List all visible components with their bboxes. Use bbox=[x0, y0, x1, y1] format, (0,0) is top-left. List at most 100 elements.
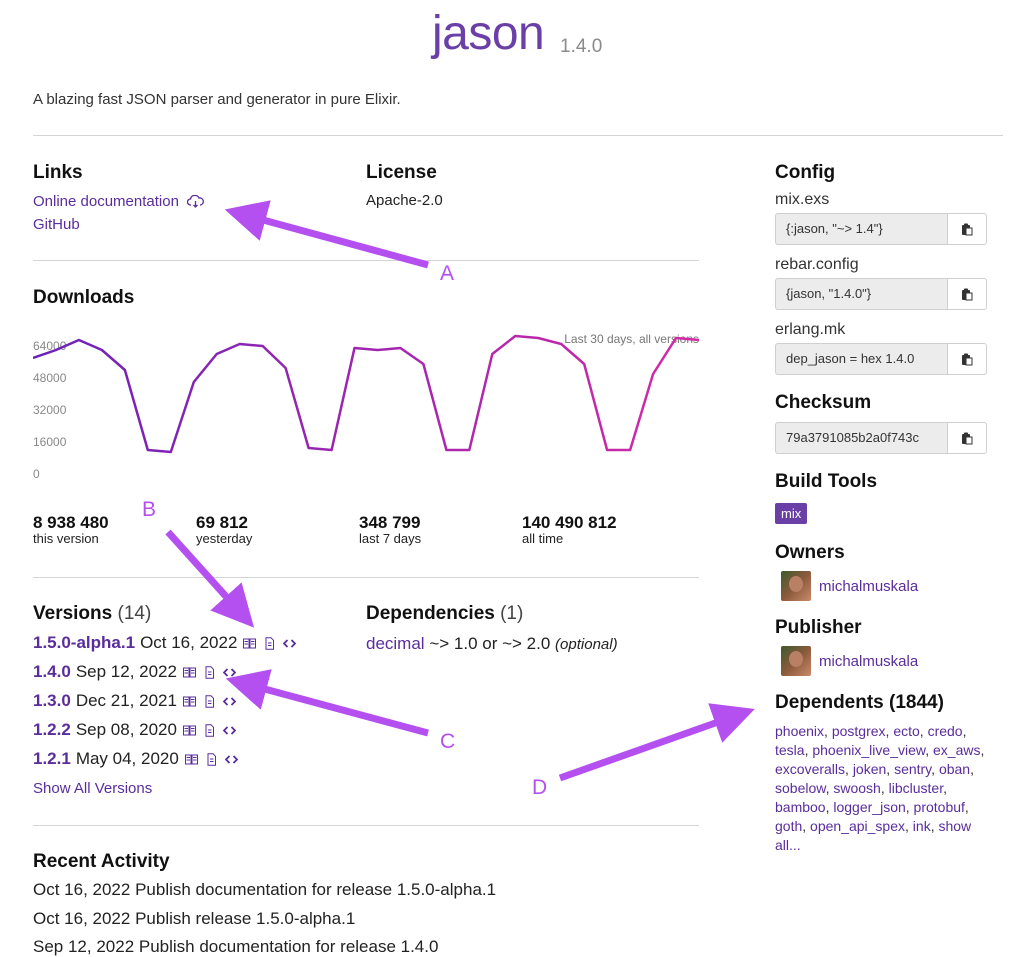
readme-file-icon[interactable] bbox=[202, 694, 217, 709]
source-code-icon[interactable] bbox=[222, 694, 237, 709]
stat-value: 140 490 812 bbox=[522, 513, 617, 532]
show-all-dependents-link[interactable]: show all... bbox=[775, 818, 972, 853]
clipboard-icon bbox=[962, 223, 973, 235]
y-tick-label: 0 bbox=[33, 467, 40, 481]
dependent-link[interactable]: postgrex bbox=[831, 723, 886, 739]
dependent-link[interactable]: phoenix_live_view bbox=[812, 742, 926, 758]
annotation-arrow-a bbox=[224, 200, 429, 269]
chart-caption: Last 30 days, all versions bbox=[564, 332, 699, 346]
stat-yesterday: 69 812 yesterday bbox=[196, 513, 252, 546]
dependent-link[interactable]: libcluster bbox=[888, 780, 944, 796]
docs-book-icon[interactable] bbox=[184, 752, 199, 767]
package-description: A blazing fast JSON parser and generator… bbox=[33, 91, 401, 108]
rebar-config-value[interactable]: {jason, "1.4.0"} bbox=[775, 278, 947, 310]
dependent-link[interactable]: bamboo bbox=[775, 799, 826, 815]
dependent-link[interactable]: oban bbox=[938, 761, 971, 777]
readme-file-icon[interactable] bbox=[204, 752, 219, 767]
dependent-link[interactable]: sentry bbox=[894, 761, 932, 777]
dependent-link[interactable]: open_api_spex bbox=[810, 818, 906, 834]
version-link[interactable]: 1.4.0 bbox=[33, 662, 71, 681]
version-link[interactable]: 1.2.2 bbox=[33, 720, 71, 739]
docs-book-icon[interactable] bbox=[182, 694, 197, 709]
divider bbox=[33, 577, 699, 578]
links-heading: Links bbox=[33, 162, 83, 183]
version-row: 1.2.1 May 04, 2020 bbox=[33, 749, 239, 769]
y-tick-label: 32000 bbox=[33, 403, 67, 417]
version-link[interactable]: 1.5.0-alpha.1 bbox=[33, 633, 136, 652]
clipboard-icon bbox=[962, 288, 973, 300]
readme-file-icon[interactable] bbox=[202, 665, 217, 680]
readme-file-icon[interactable] bbox=[202, 723, 217, 738]
copy-checksum-button[interactable] bbox=[947, 422, 987, 454]
versions-count: (14) bbox=[117, 603, 152, 624]
divider bbox=[33, 825, 699, 826]
docs-book-icon[interactable] bbox=[182, 665, 197, 680]
publisher-heading: Publisher bbox=[775, 617, 862, 638]
avatar[interactable] bbox=[781, 571, 811, 601]
docs-book-icon[interactable] bbox=[242, 636, 257, 651]
license-value: Apache-2.0 bbox=[366, 192, 443, 209]
dependent-link[interactable]: protobuf bbox=[913, 799, 965, 815]
checksum-snippet: 79a3791085b2a0f743c bbox=[775, 422, 987, 454]
publisher-link[interactable]: michalmuskala bbox=[819, 652, 919, 670]
recent-activity-heading: Recent Activity bbox=[33, 851, 170, 872]
dependent-link[interactable]: tesla bbox=[775, 742, 805, 758]
owner-link[interactable]: michalmuskala bbox=[819, 577, 919, 595]
activity-item: Sep 12, 2022 Publish documentation for r… bbox=[33, 937, 439, 956]
dependent-link[interactable]: phoenix bbox=[775, 723, 825, 739]
owner-item: michalmuskala bbox=[781, 571, 918, 601]
stat-label: last 7 days bbox=[359, 531, 422, 546]
rebar-config-label: rebar.config bbox=[775, 256, 859, 273]
stat-label: this version bbox=[33, 531, 99, 546]
annotation-label-a: A bbox=[440, 262, 455, 285]
version-link[interactable]: 1.2.1 bbox=[33, 749, 71, 768]
version-row: 1.2.2 Sep 08, 2020 bbox=[33, 720, 237, 740]
config-heading: Config bbox=[775, 162, 836, 183]
checksum-value[interactable]: 79a3791085b2a0f743c bbox=[775, 422, 947, 454]
activity-item: Oct 16, 2022 Publish release 1.5.0-alpha… bbox=[33, 909, 356, 928]
copy-rebar-config-button[interactable] bbox=[947, 278, 987, 310]
online-documentation-link[interactable]: Online documentation bbox=[33, 190, 204, 213]
show-all-versions-link[interactable]: Show All Versions bbox=[33, 780, 153, 797]
dependent-link[interactable]: logger_json bbox=[833, 799, 906, 815]
dependent-link[interactable]: sobelow bbox=[775, 780, 826, 796]
docs-book-icon[interactable] bbox=[182, 723, 197, 738]
source-code-icon[interactable] bbox=[222, 723, 237, 738]
stat-value: 69 812 bbox=[196, 513, 248, 532]
avatar[interactable] bbox=[781, 646, 811, 676]
dependent-link[interactable]: joken bbox=[852, 761, 887, 777]
versions-heading: Versions (14) bbox=[33, 603, 151, 625]
copy-erlang-mk-button[interactable] bbox=[947, 343, 987, 375]
source-code-icon[interactable] bbox=[222, 665, 237, 680]
readme-file-icon[interactable] bbox=[262, 636, 277, 651]
source-code-icon[interactable] bbox=[282, 636, 297, 651]
dependent-link[interactable]: credo bbox=[927, 723, 963, 739]
links-list: Online documentation GitHub bbox=[33, 190, 204, 236]
dependent-link[interactable]: ink bbox=[912, 818, 931, 834]
erlang-mk-value[interactable]: dep_jason = hex 1.4.0 bbox=[775, 343, 947, 375]
github-link[interactable]: GitHub bbox=[33, 216, 80, 233]
dependent-link[interactable]: excoveralls bbox=[775, 761, 846, 777]
mix-exs-value[interactable]: {:jason, "~> 1.4"} bbox=[775, 213, 947, 245]
dependent-link[interactable]: ecto bbox=[893, 723, 920, 739]
dependent-link[interactable]: goth bbox=[775, 818, 803, 834]
source-code-icon[interactable] bbox=[224, 752, 239, 767]
dependency-name-link[interactable]: decimal bbox=[366, 634, 425, 653]
version-date: Sep 08, 2020 bbox=[75, 720, 177, 739]
clipboard-icon bbox=[962, 353, 973, 365]
dependent-link[interactable]: ex_aws bbox=[933, 742, 981, 758]
dependencies-title: Dependencies bbox=[366, 603, 495, 624]
y-tick-label: 48000 bbox=[33, 371, 67, 385]
dependent-link[interactable]: swoosh bbox=[833, 780, 881, 796]
version-date: Dec 21, 2021 bbox=[75, 691, 177, 710]
copy-mix-exs-button[interactable] bbox=[947, 213, 987, 245]
version-link[interactable]: 1.3.0 bbox=[33, 691, 71, 710]
build-tools-heading: Build Tools bbox=[775, 471, 878, 492]
publisher-item: michalmuskala bbox=[781, 646, 918, 676]
version-row: 1.3.0 Dec 21, 2021 bbox=[33, 691, 237, 711]
dependencies-count: (1) bbox=[500, 603, 524, 624]
version-row: 1.4.0 Sep 12, 2022 bbox=[33, 662, 237, 682]
stat-last-7-days: 348 799 last 7 days bbox=[359, 513, 421, 546]
stat-label: all time bbox=[522, 531, 564, 546]
